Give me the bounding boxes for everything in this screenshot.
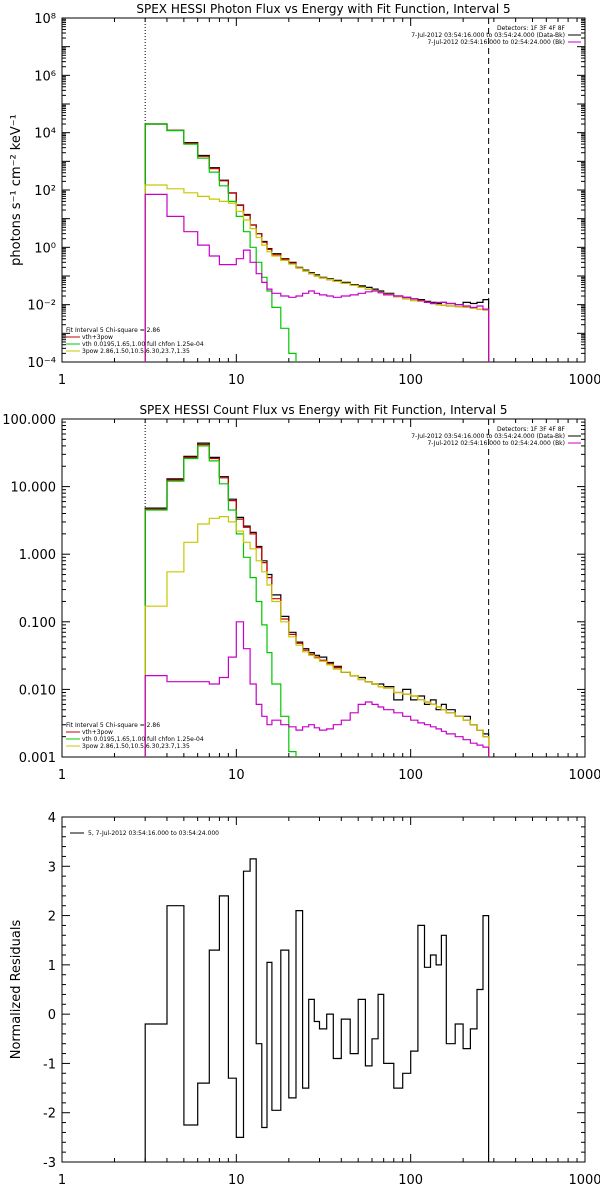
y-tick-label: 0.100 bbox=[19, 616, 56, 631]
x-tick-label: 1 bbox=[58, 1173, 66, 1188]
y-tick-label: 0 bbox=[48, 1008, 56, 1023]
series-line-1 bbox=[144, 123, 490, 362]
y-tick-label: 10⁴ bbox=[34, 127, 56, 142]
x-tick-label: 10 bbox=[228, 1173, 245, 1188]
series-line-5 bbox=[144, 193, 490, 362]
legend-bottom-left-title: Fit Interval 5 Chi-square = 2.86 bbox=[66, 722, 160, 729]
y-tick-label: 100.000 bbox=[2, 413, 56, 428]
legend-bottom-left-text: vth+3pow bbox=[82, 334, 113, 341]
plot-frame bbox=[61, 816, 586, 1163]
y-tick-label: 10⁻² bbox=[27, 299, 56, 314]
legend-top-right-text: Detectors: 1F 3F 4F 8F bbox=[497, 25, 566, 32]
y-tick-label: 0.010 bbox=[19, 683, 56, 698]
series-line-3 bbox=[144, 445, 297, 757]
legend-bottom-left-title: Fit Interval 5 Chi-square = 2.86 bbox=[66, 327, 160, 334]
legend-top-right-text: 7-Jul-2012 03:54:16.000 to 03:54:24.000 … bbox=[411, 32, 565, 39]
y-tick-label: 1.000 bbox=[19, 548, 56, 563]
legend-top-right-text: Detectors: 1F 3F 4F 8F bbox=[497, 426, 566, 433]
data-layer bbox=[144, 858, 490, 1162]
data-layer bbox=[144, 442, 490, 757]
x-tick-label: 1000 bbox=[568, 373, 600, 388]
plot-frame bbox=[61, 17, 586, 363]
chart-title: SPEX HESSI Count Flux vs Energy with Fit… bbox=[139, 403, 507, 417]
y-axis-label: photons s⁻¹ cm⁻² keV⁻¹ bbox=[9, 114, 24, 266]
chart-panel-1: 1 10 100 1000 10⁻⁴ 10⁻² 10⁰ 10² 10⁴ 10⁶ 10⁸ SPEX HE… bbox=[9, 2, 600, 388]
legend-bottom-left-text: 3pow 2.86,1.50,10.5,6.30,23.7,1.35 bbox=[82, 743, 190, 750]
y-tick-label: 0.001 bbox=[19, 751, 56, 766]
y-tick-label: -1 bbox=[43, 1057, 56, 1072]
y-tick-label: 1 bbox=[48, 959, 56, 974]
series-line-2 bbox=[144, 443, 490, 757]
x-tick-label: 1000 bbox=[568, 768, 600, 783]
y-tick-label: 10⁶ bbox=[34, 69, 56, 84]
x-tick-label: 10 bbox=[228, 768, 245, 783]
legend-top-right-text: 7-Jul-2012 03:54:16.000 to 03:54:24.000 … bbox=[411, 433, 565, 440]
series-line-5 bbox=[144, 621, 490, 757]
x-tick-label: 100 bbox=[398, 373, 423, 388]
x-tick-label: 10 bbox=[228, 373, 245, 388]
x-tick-label: 1 bbox=[58, 373, 66, 388]
chart-panel-2: 1 10 100 1000 0.001 0.010 0.100 1.000 10.000 100.… bbox=[2, 403, 600, 783]
series-line-1 bbox=[144, 442, 490, 757]
chart-panel-3: 1 10 100 1000 -3 -2 -1 0 1 2 3 4 Normalized Residual… bbox=[9, 811, 600, 1188]
data-layer bbox=[144, 123, 490, 362]
y-tick-label: 10⁸ bbox=[34, 12, 56, 27]
x-tick-label: 1000 bbox=[568, 1173, 600, 1188]
y-tick-label: 3 bbox=[48, 860, 56, 875]
series-line-1 bbox=[144, 858, 490, 1162]
legend-top-right-text: 7-Jul-2012 02:54:16.000 to 02:54:24.000 … bbox=[427, 39, 565, 46]
y-axis-label: Normalized Residuals bbox=[9, 920, 24, 1060]
series-line-3 bbox=[144, 123, 297, 362]
chart-title: SPEX HESSI Photon Flux vs Energy with Fi… bbox=[136, 2, 510, 16]
y-tick-label: -2 bbox=[43, 1107, 56, 1122]
legend-bottom-left-text: vth 0.0195,1.65,1.00 full chfon 1.25e-04 bbox=[82, 341, 204, 348]
x-tick-label: 100 bbox=[398, 1173, 423, 1188]
y-tick-label: 10² bbox=[34, 184, 56, 199]
legend-bottom-left-text: vth 0.0195,1.65,1.00 full chfon 1.25e-04 bbox=[82, 736, 204, 743]
y-tick-label: -3 bbox=[43, 1156, 56, 1171]
y-tick-label: 10⁰ bbox=[34, 241, 56, 256]
legend-top-left-text: 5, 7-Jul-2012 03:54:16.000 to 03:54:24.0… bbox=[88, 830, 219, 837]
y-tick-label: 10.000 bbox=[11, 481, 57, 496]
series-line-4 bbox=[144, 516, 490, 757]
x-tick-label: 100 bbox=[398, 768, 423, 783]
y-tick-label: 4 bbox=[48, 811, 56, 826]
x-tick-label: 1 bbox=[58, 768, 66, 783]
series-line-2 bbox=[144, 123, 490, 362]
y-tick-label: 10⁻⁴ bbox=[27, 356, 56, 371]
legend-bottom-left-text: 3pow 2.86,1.50,10.5,6.30,23.7,1.35 bbox=[82, 348, 190, 355]
y-tick-label: 2 bbox=[48, 910, 56, 925]
legend-bottom-left-text: vth+3pow bbox=[82, 729, 113, 736]
plot-frame bbox=[61, 418, 586, 758]
legend-top-right-text: 7-Jul-2012 02:54:16.000 to 02:54:24.000 … bbox=[427, 440, 565, 447]
series-line-4 bbox=[144, 184, 490, 362]
